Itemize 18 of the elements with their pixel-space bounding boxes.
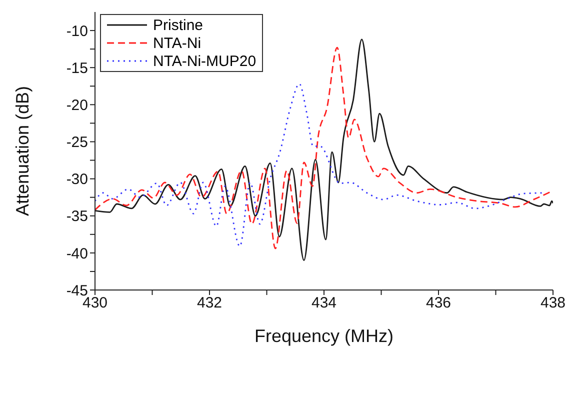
x-axis-title: Frequency (MHz) [254,326,394,346]
x-tick-label: 430 [82,294,108,312]
legend-label: Pristine [153,16,204,34]
y-tick-label: -10 [66,22,88,40]
y-tick-label: -40 [66,245,88,262]
legend-label: NTA-Ni-MUP20 [153,52,256,70]
x-tick-label: 434 [311,294,337,312]
x-tick-label: 432 [196,294,222,312]
x-tick-label: 436 [426,294,452,312]
legend-label: NTA-Ni [153,34,202,52]
line-series [95,83,544,247]
y-tick-label: -25 [66,134,88,152]
y-tick-label: -15 [66,60,88,77]
y-tick-label: -35 [66,208,88,226]
x-tick-label: 438 [540,294,566,312]
y-tick-label: -30 [66,171,88,188]
y-tick-label: -20 [66,96,88,114]
y-axis-title: Attenuation (dB) [12,86,32,216]
